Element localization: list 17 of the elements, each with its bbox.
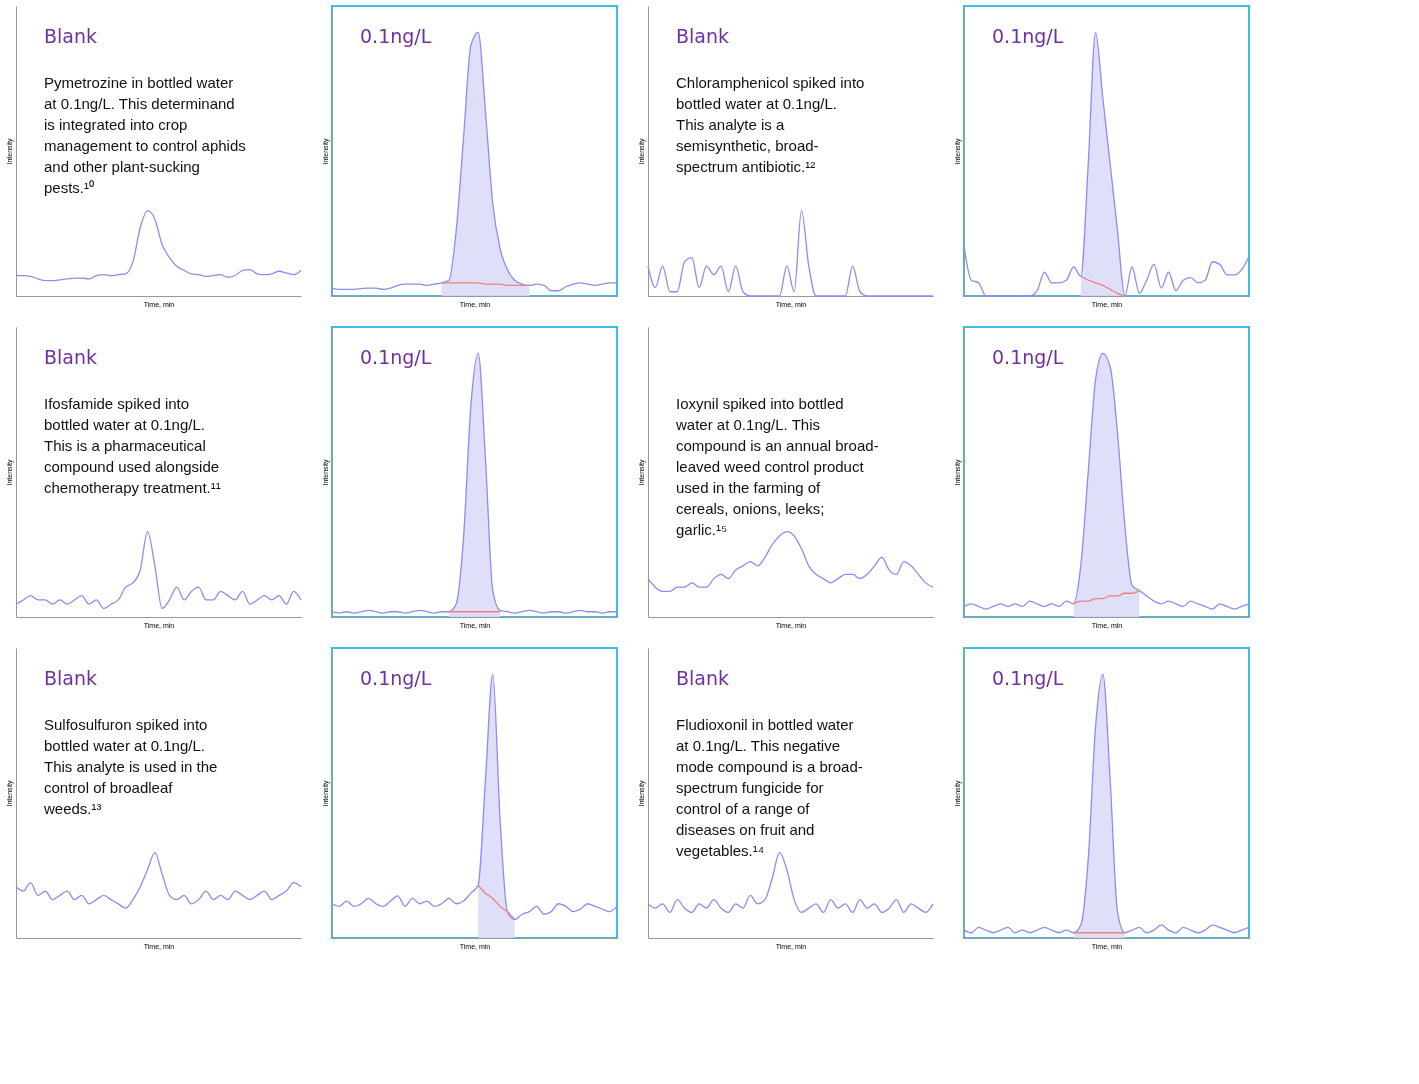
annotation: 0.1ng/L	[992, 25, 1064, 47]
text: Ifosfamide spiked into bottled water at 0.1ng/L. This is a pharmaceutical compound used alongside chemotherapy treatment.¹¹	[44, 395, 221, 496]
annotation: 0.1ng/L	[360, 25, 432, 47]
annotation: 0.1ng/L	[360, 667, 432, 689]
annotation: 0.1ng/L	[360, 346, 432, 368]
text: Blank	[44, 25, 98, 47]
text: Blank	[44, 346, 98, 368]
annotation: 0.1ng/L	[992, 346, 1064, 368]
text: Blank	[676, 25, 730, 47]
text: Pymetrozine in bottled water at 0.1ng/L. This determinand is integrated into crop management to control aphids and other plant-sucking pests.¹⁰	[44, 74, 246, 196]
annotation: 0.1ng/L	[992, 667, 1064, 689]
text: Blank	[676, 667, 730, 689]
text: Sulfosulfuron spiked into bottled water at 0.1ng/L. This analyte is used in the control of broadleaf weeds.¹³	[43, 716, 218, 817]
text: Blank	[44, 667, 98, 689]
annotation: Ioxynil spiked into bottled water at 0.1ng/L. This compound is an annual broad-leaved weed control product used in the farming of cereals, onions, leeks; garlic.¹⁵	[675, 395, 879, 538]
text: Chloramphenicol spiked into bottled water at 0.1ng/L. This analyte is a semisynthetic, broad-spectrum antibiotic.¹²	[676, 74, 865, 175]
annotation: Fludioxonil in bottled water at 0.1ng/L. This negative mode compound is a broad-spectrum fungicide for control of a range of diseases on fruit and vegetables.¹⁴	[676, 716, 863, 859]
